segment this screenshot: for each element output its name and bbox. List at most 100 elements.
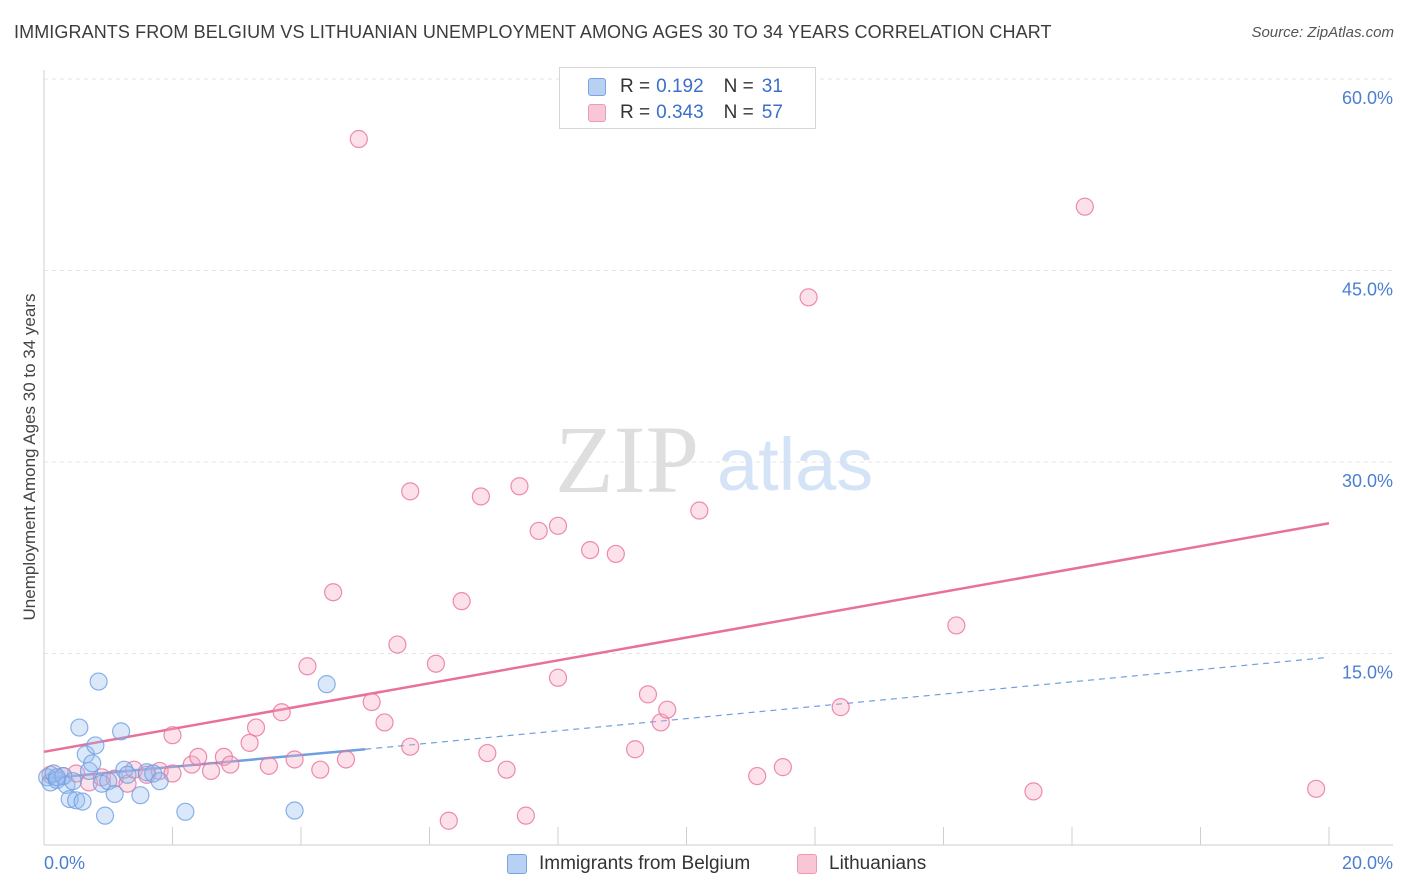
- belgium-point: [111, 722, 131, 741]
- grid-lines: [44, 78, 1393, 654]
- belgium-point: [131, 786, 150, 805]
- lithuanians-point: [201, 761, 221, 781]
- lithuanians-point: [336, 750, 356, 769]
- lithuanians-point: [311, 760, 330, 779]
- lithuanians-point: [548, 516, 568, 535]
- legend-r-label: R =: [620, 76, 651, 97]
- lithuanians-point: [375, 713, 394, 732]
- lithuanians-point: [272, 703, 291, 722]
- lithuanians-point: [349, 129, 368, 149]
- belgium-point: [285, 801, 304, 820]
- lithuanians-point: [298, 657, 317, 676]
- legend-r-value: 0.343: [656, 102, 704, 123]
- bottom-legend-swatch-belgium: [507, 854, 527, 874]
- y-axis-label: Unemployment Among Ages 30 to 34 years: [20, 294, 39, 621]
- bottom-legend-lithuanians: Lithuanians: [797, 852, 926, 876]
- belgium-point: [317, 675, 336, 694]
- watermark: ZIP atlas: [555, 406, 873, 513]
- y-tick-label: 15.0%: [1342, 663, 1393, 683]
- lithuanians-point: [246, 718, 266, 737]
- lithuanians-point: [189, 747, 208, 767]
- legend-n-label: N =: [723, 102, 754, 123]
- belgium-point: [150, 772, 169, 791]
- lithuanians-point: [221, 755, 240, 774]
- lithuanians-point: [324, 583, 343, 602]
- legend-r-label: R =: [620, 102, 651, 123]
- lithuanians-point: [426, 654, 446, 673]
- legend-n-label: N =: [723, 76, 754, 97]
- belgium-point: [86, 736, 105, 755]
- source-credit: Source: ZipAtlas.com: [1251, 24, 1394, 41]
- trend-line-lithuanians: [43, 522, 1330, 754]
- lithuanians-point: [240, 733, 259, 752]
- watermark-zip: ZIP: [555, 406, 699, 513]
- belgium-point: [95, 806, 115, 825]
- legend-n-value: 31: [761, 76, 783, 97]
- bottom-legend-belgium: Immigrants from Belgium: [507, 852, 750, 876]
- lithuanians-point: [799, 288, 818, 307]
- lithuanians-point: [163, 726, 182, 745]
- belgium-point: [137, 763, 156, 782]
- legend-row-lithuanians: R = 0.343 N = 57: [588, 101, 783, 125]
- legend-r-value: 0.192: [656, 76, 704, 97]
- y-tick-label: 45.0%: [1342, 280, 1393, 300]
- lithuanians-point: [638, 685, 658, 704]
- lithuanians-point: [439, 811, 458, 830]
- lithuanians-point: [401, 482, 420, 501]
- lithuanians-point: [259, 756, 278, 775]
- legend-swatch-belgium: [588, 78, 606, 96]
- lithuanians-point: [1075, 197, 1094, 216]
- lithuanians-point: [362, 692, 381, 712]
- legend-n-value: 57: [761, 102, 783, 123]
- belgium-point: [63, 772, 83, 791]
- bottom-legend-label-belgium: Immigrants from Belgium: [539, 853, 751, 874]
- belgium-point: [176, 802, 195, 821]
- belgium-point: [83, 754, 102, 773]
- trend-line-extension: [365, 656, 1330, 750]
- lithuanians-point: [947, 616, 966, 635]
- bottom-legend-swatch-lithuanians: [797, 854, 817, 874]
- belgium-point: [70, 718, 89, 737]
- lithuanians-point: [748, 766, 767, 786]
- lithuanians-point: [658, 700, 677, 719]
- tick-labels: 15.0% 30.0% 45.0% 60.0% 0.0% 20.0%: [44, 88, 1393, 873]
- belgium-point: [67, 791, 86, 810]
- lithuanians-point: [1307, 779, 1326, 798]
- belgium-point: [105, 784, 124, 804]
- lithuanians-point: [497, 760, 516, 779]
- chart-title: IMMIGRANTS FROM BELGIUM VS LITHUANIAN UN…: [14, 22, 1052, 42]
- lithuanians-point: [773, 758, 792, 777]
- lithuanians-point: [625, 740, 645, 759]
- belgium-point: [89, 672, 108, 691]
- belgium-point: [115, 760, 134, 779]
- lithuanians-point: [831, 698, 850, 717]
- lithuanians-point: [478, 743, 497, 763]
- watermark-atlas: atlas: [717, 423, 873, 506]
- legend-row-belgium: R = 0.192 N = 31: [588, 75, 783, 99]
- legend-swatch-lithuanians: [588, 104, 606, 122]
- lithuanians-point: [516, 806, 535, 825]
- lithuanians-point: [401, 737, 420, 756]
- axes: [43, 70, 1393, 846]
- y-tick-label: 60.0%: [1342, 88, 1393, 108]
- correlation-legend: R = 0.192 N = 31 R = 0.343 N = 57: [559, 67, 816, 129]
- lithuanians-point: [388, 635, 407, 654]
- lithuanians-point: [1024, 782, 1043, 801]
- y-tick-label: 30.0%: [1342, 471, 1393, 491]
- lithuanians-point: [529, 521, 548, 541]
- x-tick-label: 0.0%: [44, 853, 85, 873]
- belgium-point: [73, 792, 92, 811]
- trend-lines: [43, 522, 1330, 780]
- lithuanians-point: [471, 487, 490, 506]
- lithuanians-point: [548, 668, 568, 687]
- data-points: [38, 129, 1326, 830]
- lithuanians-point: [510, 477, 529, 496]
- lithuanians-point: [606, 544, 625, 564]
- belgium-point: [47, 768, 66, 787]
- lithuanians-point: [690, 501, 709, 520]
- belgium-point: [118, 765, 137, 784]
- bottom-legend-label-lithuanians: Lithuanians: [829, 853, 927, 874]
- lithuanians-point: [581, 540, 600, 560]
- lithuanians-point: [285, 750, 304, 769]
